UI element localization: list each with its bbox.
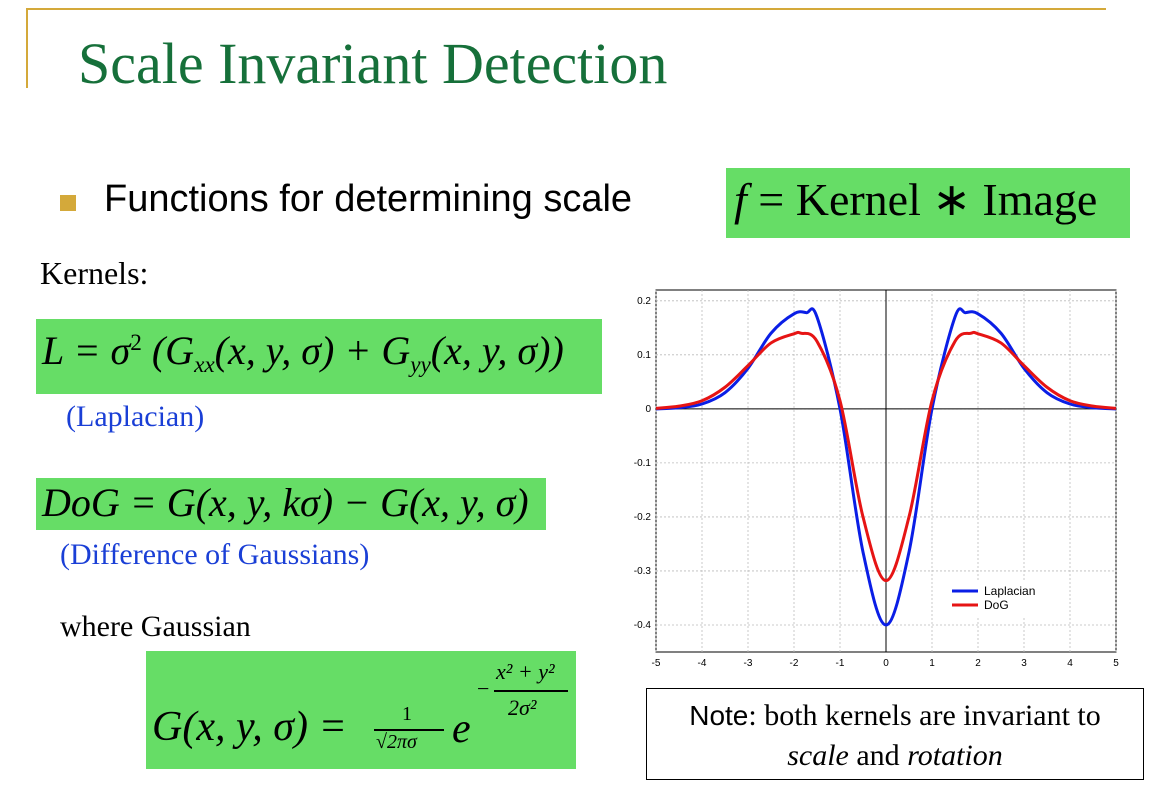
x-tick-label-6: 1 bbox=[929, 658, 935, 669]
laplacian-caption: (Laplacian) bbox=[66, 400, 205, 433]
bullet-square-icon bbox=[60, 195, 76, 211]
dog-lhs: DoG bbox=[42, 480, 120, 525]
x-tick-label-9: 4 bbox=[1067, 658, 1073, 669]
series-line-dog bbox=[655, 330, 1117, 583]
x-tick-label-10: 5 bbox=[1113, 658, 1119, 669]
note-line-2: scale and rotation bbox=[647, 739, 1143, 773]
formula-f-rhs: = Kernel ∗ Image bbox=[746, 174, 1098, 225]
y-tick-label-6: -0.4 bbox=[634, 620, 652, 631]
y-tick-label-0: 0.2 bbox=[637, 296, 651, 307]
gaussian-frac-den: √2πσ bbox=[376, 731, 417, 753]
laplacian-gyy: (x, y, σ) + G bbox=[214, 328, 411, 373]
legend-label-dog: DoG bbox=[984, 598, 1009, 612]
laplacian-box bbox=[36, 319, 602, 394]
formula-f-lhs: f bbox=[734, 174, 747, 225]
x-tick-label-2: -3 bbox=[744, 658, 753, 669]
x-tick-label-0: -5 bbox=[652, 658, 661, 669]
series-line-laplacian bbox=[655, 307, 1117, 627]
dog-rhs: = G(x, y, kσ) − G(x, y, σ) bbox=[119, 480, 529, 525]
note-line-1: Note: both kernels are invariant to bbox=[647, 699, 1143, 733]
top-rule bbox=[26, 8, 1106, 10]
dog-box bbox=[36, 478, 546, 530]
formula-f-box bbox=[726, 168, 1130, 238]
slide-title: Scale Invariant Detection bbox=[78, 31, 668, 96]
laplacian-l: L bbox=[42, 328, 64, 373]
legend-label-laplacian: Laplacian bbox=[984, 584, 1035, 598]
x-tick-label-3: -2 bbox=[790, 658, 799, 669]
gaussian-box bbox=[146, 651, 576, 769]
left-rule bbox=[26, 8, 28, 88]
note-scale: scale bbox=[787, 739, 849, 772]
x-tick-label-4: -1 bbox=[836, 658, 845, 669]
gaussian-lhs: G(x, y, σ) = bbox=[152, 704, 347, 750]
kernels-label: Kernels: bbox=[40, 255, 149, 291]
gaussian-e: e bbox=[452, 706, 471, 752]
x-tick-label-7: 2 bbox=[975, 658, 981, 669]
y-tick-label-1: 0.1 bbox=[637, 350, 651, 361]
laplacian-args: (x, y, σ)) bbox=[430, 328, 564, 373]
y-tick-label-5: -0.3 bbox=[634, 566, 652, 577]
dog-caption: (Difference of Gaussians) bbox=[60, 538, 370, 571]
gaussian-exp-minus: − bbox=[477, 676, 490, 701]
gaussian-frac-num: 1 bbox=[402, 703, 412, 725]
legend-box bbox=[947, 581, 1049, 617]
note-box: Note: both kernels are invariant to scal… bbox=[646, 688, 1144, 780]
y-tick-label-4: -0.2 bbox=[634, 512, 652, 523]
laplacian-sub-yy: yy bbox=[410, 352, 431, 379]
note-line1-text: : both kernels are invariant to bbox=[748, 699, 1101, 732]
x-tick-label-1: -4 bbox=[698, 658, 707, 669]
note-and: and bbox=[848, 739, 908, 772]
bullet-text: Functions for determining scale bbox=[104, 178, 633, 220]
laplacian-sub-xx: xx bbox=[194, 352, 215, 379]
y-tick-label-2: 0 bbox=[645, 404, 651, 415]
x-tick-label-8: 3 bbox=[1021, 658, 1027, 669]
kernel-chart: -5 -4 -3 -2 -1 0 1 2 3 4 5 0.2 0.1 0 -0.1 -0.2 -0.3 -0.4 L… bbox=[634, 289, 1119, 669]
laplacian-formula: L = σ2 (Gxx(x, y, σ) + Gyy(x, y, σ)) bbox=[42, 327, 564, 379]
laplacian-gxx: (G bbox=[141, 328, 195, 373]
formula-f: f = Kernel ∗ Image bbox=[734, 172, 1097, 226]
note-label: Note bbox=[689, 700, 749, 731]
y-tick-label-3: -0.1 bbox=[634, 458, 652, 469]
gaussian-exp-bar bbox=[494, 690, 568, 692]
dog-formula: DoG = G(x, y, kσ) − G(x, y, σ) bbox=[42, 479, 529, 526]
note-rotation: rotation bbox=[907, 739, 1003, 772]
gaussian-exp-den: 2σ² bbox=[508, 695, 537, 720]
gaussian-exp-num: x² + y² bbox=[496, 659, 555, 684]
x-tick-label-5: 0 bbox=[883, 658, 889, 669]
laplacian-sigma: = σ bbox=[63, 328, 131, 373]
laplacian-sup: 2 bbox=[130, 330, 142, 357]
gaussian-frac-bar bbox=[374, 729, 444, 731]
where-gaussian-label: where Gaussian bbox=[60, 610, 251, 643]
